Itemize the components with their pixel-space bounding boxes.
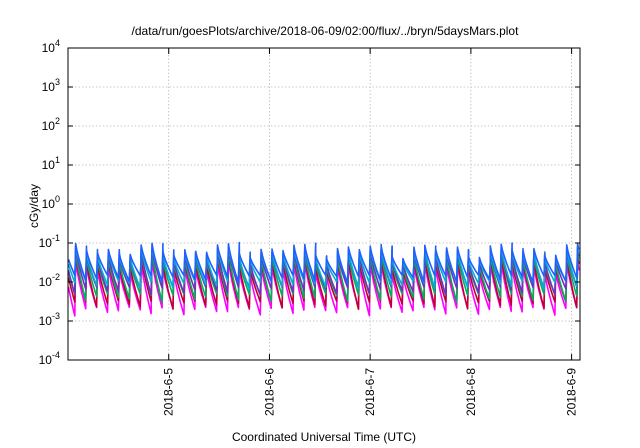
x-tick-label: 2018-6-6 <box>262 368 276 416</box>
data-series-line <box>67 257 580 317</box>
series-group <box>67 241 580 317</box>
y-tick-label: 100 <box>42 194 60 211</box>
data-series-line <box>67 241 580 285</box>
y-tick-label: 10-4 <box>39 350 60 367</box>
data-series-line <box>67 249 580 304</box>
x-tick-label: 2018-6-5 <box>162 368 176 416</box>
y-tick-label: 102 <box>42 116 60 133</box>
y-tick-label: 103 <box>42 77 60 94</box>
x-tick-label: 2018-6-8 <box>464 368 478 416</box>
grid <box>68 48 580 360</box>
x-tick-label: 2018-6-7 <box>363 368 377 416</box>
y-tick-label: 104 <box>42 38 60 55</box>
y-axis-label: cGy/day <box>27 184 41 228</box>
y-tick-label: 10-1 <box>39 233 60 250</box>
axis-ticks: 104 103 102 101 100 10-1 10-2 10-3 10-4 2018-6-5 2… <box>39 38 580 416</box>
chart-title: /data/run/goesPlots/archive/2018-06-09/0… <box>132 24 520 38</box>
y-tick-label: 10-3 <box>39 311 60 328</box>
x-tick-label: 2018-6-9 <box>565 368 579 416</box>
y-tick-label: 101 <box>42 155 60 172</box>
y-tick-label: 10-2 <box>39 272 60 289</box>
x-axis-label: Coordinated Universal Time (UTC) <box>232 430 416 444</box>
